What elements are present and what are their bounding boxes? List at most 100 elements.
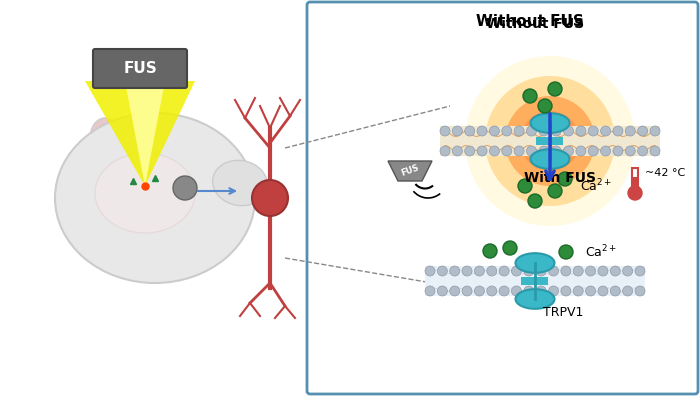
Circle shape — [638, 126, 648, 136]
Circle shape — [486, 286, 497, 296]
Text: FUS: FUS — [400, 164, 420, 178]
Bar — [425, 266, 645, 296]
Circle shape — [539, 126, 549, 136]
Circle shape — [523, 89, 537, 103]
Circle shape — [524, 286, 534, 296]
FancyBboxPatch shape — [307, 2, 698, 394]
Circle shape — [561, 266, 571, 276]
Circle shape — [536, 266, 546, 276]
Bar — [536, 137, 564, 145]
Circle shape — [559, 245, 573, 259]
Bar — [440, 126, 660, 156]
Circle shape — [625, 146, 636, 156]
Circle shape — [524, 266, 534, 276]
Ellipse shape — [90, 118, 120, 158]
Circle shape — [502, 126, 512, 136]
Circle shape — [526, 146, 536, 156]
Circle shape — [462, 286, 472, 296]
Circle shape — [551, 126, 561, 136]
Circle shape — [518, 179, 532, 193]
Circle shape — [561, 286, 571, 296]
Polygon shape — [125, 81, 165, 186]
Circle shape — [475, 286, 484, 296]
Circle shape — [452, 126, 463, 136]
Bar — [522, 277, 549, 285]
Circle shape — [475, 266, 484, 276]
Circle shape — [520, 111, 580, 171]
Circle shape — [598, 266, 608, 276]
Circle shape — [499, 286, 509, 296]
Circle shape — [650, 146, 660, 156]
Circle shape — [576, 126, 586, 136]
Circle shape — [512, 286, 522, 296]
Circle shape — [635, 266, 645, 276]
Circle shape — [610, 286, 620, 296]
Text: ~42 °C: ~42 °C — [645, 168, 685, 178]
Ellipse shape — [531, 149, 570, 169]
Ellipse shape — [515, 289, 554, 309]
Circle shape — [638, 146, 648, 156]
Text: Without FUS: Without FUS — [476, 13, 584, 29]
Circle shape — [173, 176, 197, 200]
Circle shape — [449, 286, 460, 296]
Text: FUS: FUS — [123, 61, 157, 76]
Text: With FUS: With FUS — [524, 171, 596, 185]
Polygon shape — [388, 161, 432, 181]
Circle shape — [425, 266, 435, 276]
Circle shape — [465, 126, 475, 136]
Circle shape — [502, 146, 512, 156]
Circle shape — [539, 146, 549, 156]
Text: $\mathregular{Ca^{2+}}$: $\mathregular{Ca^{2+}}$ — [585, 244, 617, 260]
Circle shape — [465, 146, 475, 156]
Circle shape — [477, 126, 487, 136]
Circle shape — [588, 126, 598, 136]
Circle shape — [465, 56, 635, 226]
Text: Without FUS: Without FUS — [486, 17, 584, 31]
Circle shape — [601, 146, 610, 156]
Circle shape — [425, 286, 435, 296]
Circle shape — [503, 241, 517, 255]
Circle shape — [586, 286, 596, 296]
Circle shape — [438, 266, 447, 276]
Circle shape — [483, 244, 497, 258]
Circle shape — [628, 186, 642, 200]
Circle shape — [564, 126, 573, 136]
Ellipse shape — [531, 113, 570, 133]
Text: $\mathregular{Ca^{2+}}$: $\mathregular{Ca^{2+}}$ — [580, 178, 612, 194]
Circle shape — [462, 266, 472, 276]
Circle shape — [551, 146, 561, 156]
Ellipse shape — [213, 160, 267, 206]
Bar — [633, 177, 637, 192]
Circle shape — [622, 286, 633, 296]
Ellipse shape — [515, 253, 554, 273]
Circle shape — [573, 266, 583, 276]
Circle shape — [489, 126, 499, 136]
Circle shape — [438, 286, 447, 296]
Circle shape — [514, 126, 524, 136]
Circle shape — [558, 172, 572, 186]
Circle shape — [538, 99, 552, 113]
Circle shape — [598, 286, 608, 296]
Ellipse shape — [96, 125, 114, 151]
Circle shape — [622, 266, 633, 276]
Circle shape — [625, 126, 636, 136]
Circle shape — [486, 266, 497, 276]
Circle shape — [512, 266, 522, 276]
Circle shape — [514, 146, 524, 156]
Circle shape — [588, 146, 598, 156]
Circle shape — [528, 194, 542, 208]
Circle shape — [576, 146, 586, 156]
Circle shape — [564, 146, 573, 156]
Circle shape — [505, 96, 595, 186]
FancyBboxPatch shape — [93, 49, 187, 88]
Circle shape — [526, 126, 536, 136]
Circle shape — [499, 266, 509, 276]
Circle shape — [610, 266, 620, 276]
Circle shape — [449, 266, 460, 276]
Circle shape — [549, 286, 559, 296]
Circle shape — [650, 126, 660, 136]
Circle shape — [489, 146, 499, 156]
Circle shape — [573, 286, 583, 296]
Circle shape — [635, 286, 645, 296]
Circle shape — [549, 266, 559, 276]
